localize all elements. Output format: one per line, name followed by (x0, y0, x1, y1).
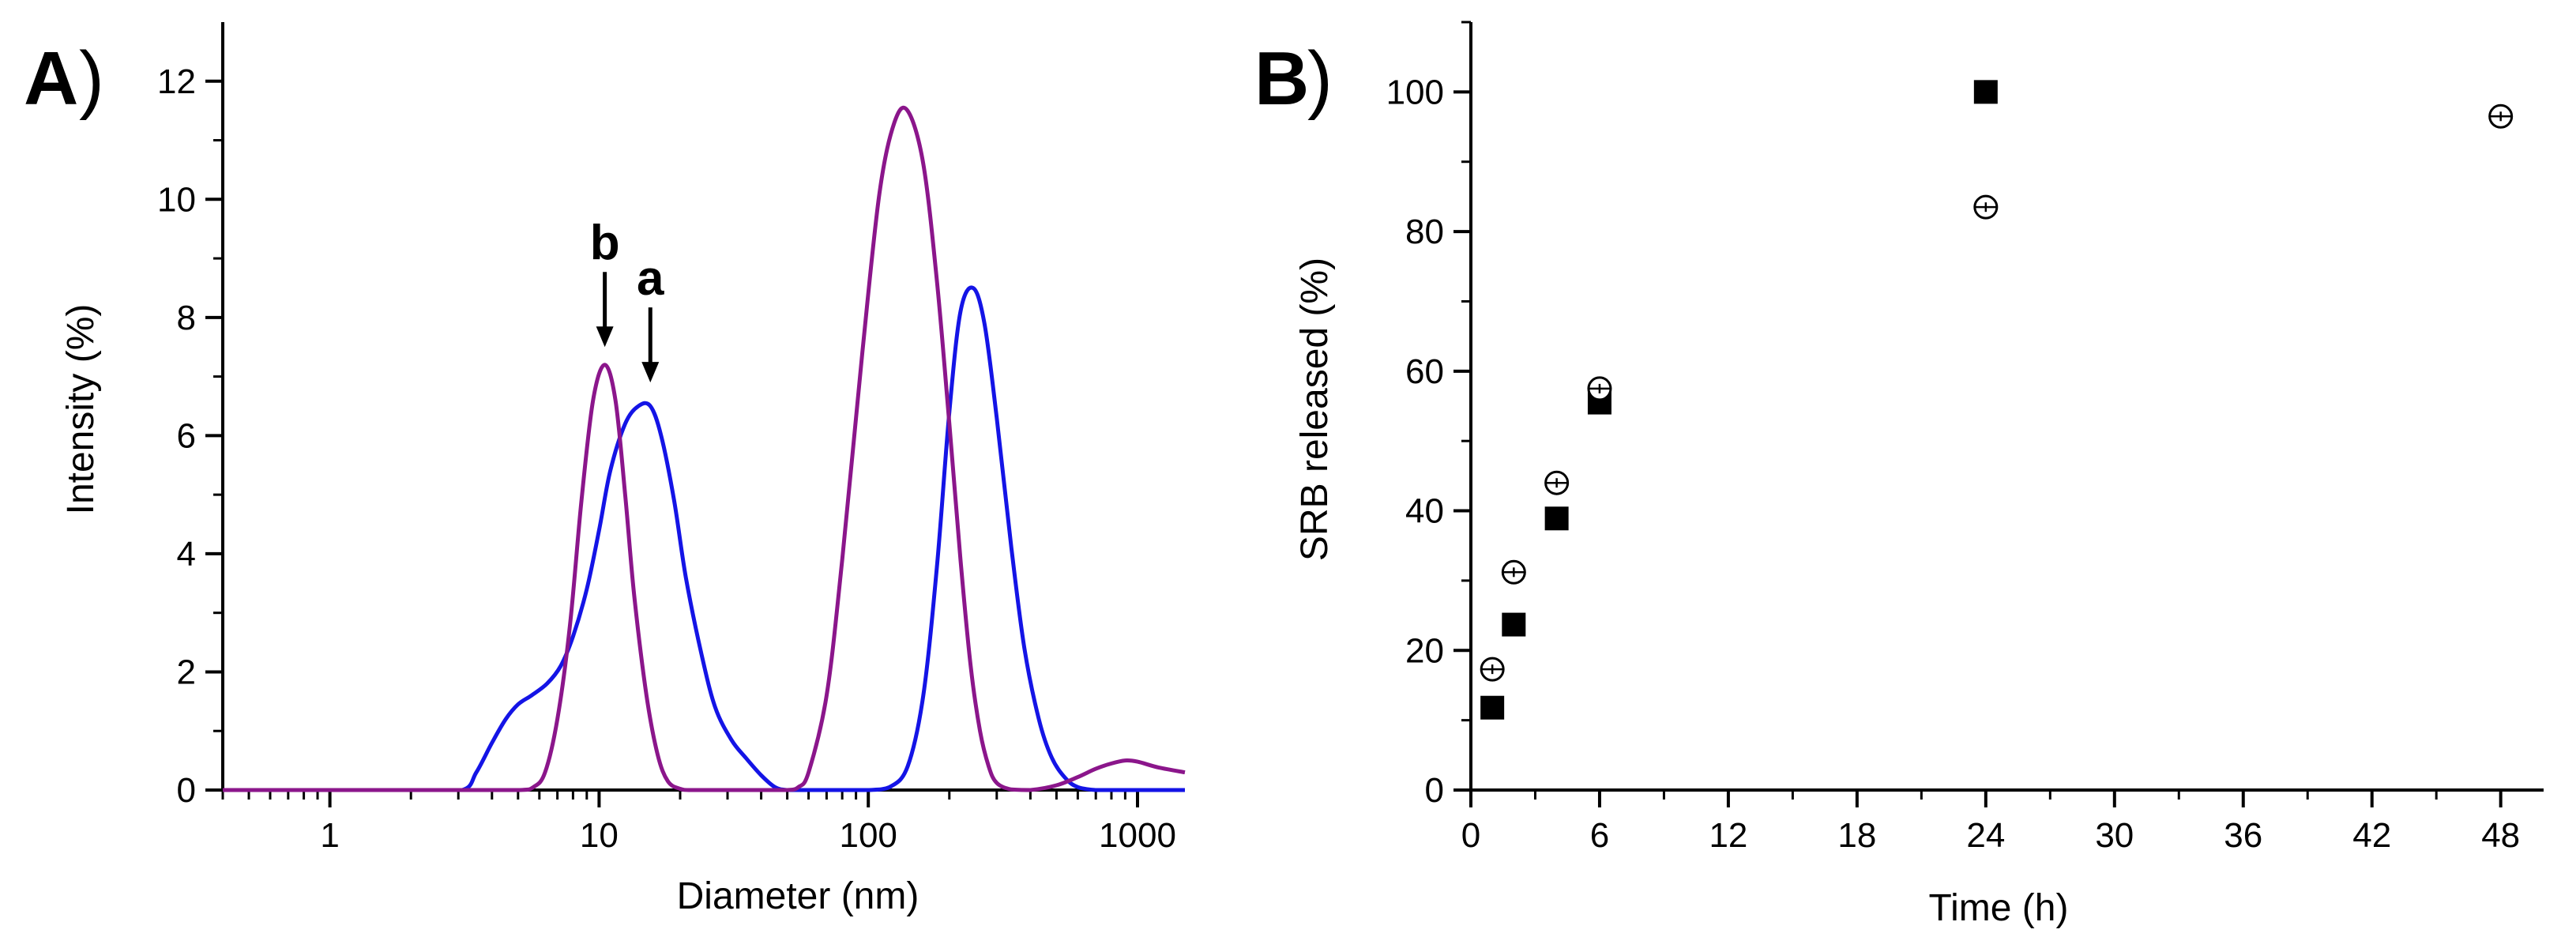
panel-a-annotation-arrow-head (641, 362, 660, 383)
panel-b-point-circle (1587, 376, 1612, 401)
panel-a-annotation-label: b (590, 216, 620, 270)
panel-a-y-tick-label: 10 (157, 180, 196, 219)
panel-b-x-tick-label: 18 (1837, 816, 1876, 855)
panel-b-x-tick-label: 0 (1461, 816, 1480, 855)
panel-a-x-tick-label: 1000 (1099, 816, 1176, 855)
panel-a-label: A (24, 36, 78, 121)
panel-b-y-tick-label: 20 (1405, 631, 1444, 670)
panel-b-x-tick-label: 36 (2224, 816, 2262, 855)
panel-b-label: B (1254, 36, 1309, 121)
panel-a-annotation-arrow-head (596, 326, 614, 348)
panel-b-y-tick-label: 40 (1405, 492, 1444, 531)
panel-a-y-tick-label: 2 (177, 653, 196, 691)
panel-a-x-tick-label: 100 (839, 816, 897, 855)
panel-a-y-axis-title: Intensity (%) (60, 304, 102, 515)
panel-b-point-square (1544, 506, 1569, 531)
panel-b-y-axis-title: SRB released (%) (1294, 258, 1336, 561)
panel-b-x-axis-title: Time (h) (1929, 887, 2069, 929)
panel-b-y-tick-label: 60 (1405, 352, 1444, 391)
panel-a-y-tick-label: 8 (177, 299, 196, 337)
panel-b-point-circle (1501, 559, 1526, 585)
panel-a-x-axis-title: Diameter (nm) (677, 875, 919, 917)
panel-b-y-tick-label: 100 (1386, 73, 1444, 111)
panel-b-point-square (1502, 612, 1526, 637)
panel-a-y-tick-label: 4 (177, 535, 196, 574)
panel-b-point-circle (1480, 657, 1505, 682)
panel-a-annotation-label: a (637, 251, 664, 306)
panel-b-point-square (1973, 80, 1998, 104)
panel-b-x-tick-label: 12 (1709, 816, 1747, 855)
panel-b-point-circle (1973, 194, 1999, 220)
panel-b-point-square (1480, 695, 1505, 720)
panel-b-x-tick-label: 48 (2481, 816, 2520, 855)
panel-a-series-a-line (222, 285, 1185, 792)
panel-a-series-b-line (222, 105, 1186, 792)
panel-a-y-tick-label: 0 (177, 771, 196, 810)
panel-b-x-tick-label: 24 (1966, 816, 2005, 855)
panel-b-y-tick-label: 80 (1405, 213, 1444, 251)
panel-a-distribution-chart: A ) 1 10 100 1000 0 2 4 6 8 10 12 ba Diameter (nm… (24, 22, 1186, 917)
panel-a-x-tick-label: 10 (580, 816, 619, 855)
panel-b-x-tick-label: 6 (1590, 816, 1609, 855)
panel-b-point-circle (2488, 103, 2514, 129)
panel-b-point-circle (1544, 470, 1570, 495)
panel-b-y-tick-label: 0 (1425, 771, 1444, 810)
panel-a-y-tick-label: 12 (157, 62, 196, 101)
panel-b-x-tick-label: 42 (2352, 816, 2391, 855)
panel-a-y-tick-label: 6 (177, 416, 196, 455)
panel-a-x-tick-label: 1 (320, 816, 339, 855)
panel-b-release-chart: B ) 0 6 12 18 24 30 36 42 48 0 20 40 60 80 100 Time (… (1254, 21, 2544, 929)
panel-b-label-paren: ) (1307, 36, 1333, 121)
panel-b-x-tick-label: 30 (2095, 816, 2134, 855)
panel-a-label-paren: ) (79, 36, 104, 121)
